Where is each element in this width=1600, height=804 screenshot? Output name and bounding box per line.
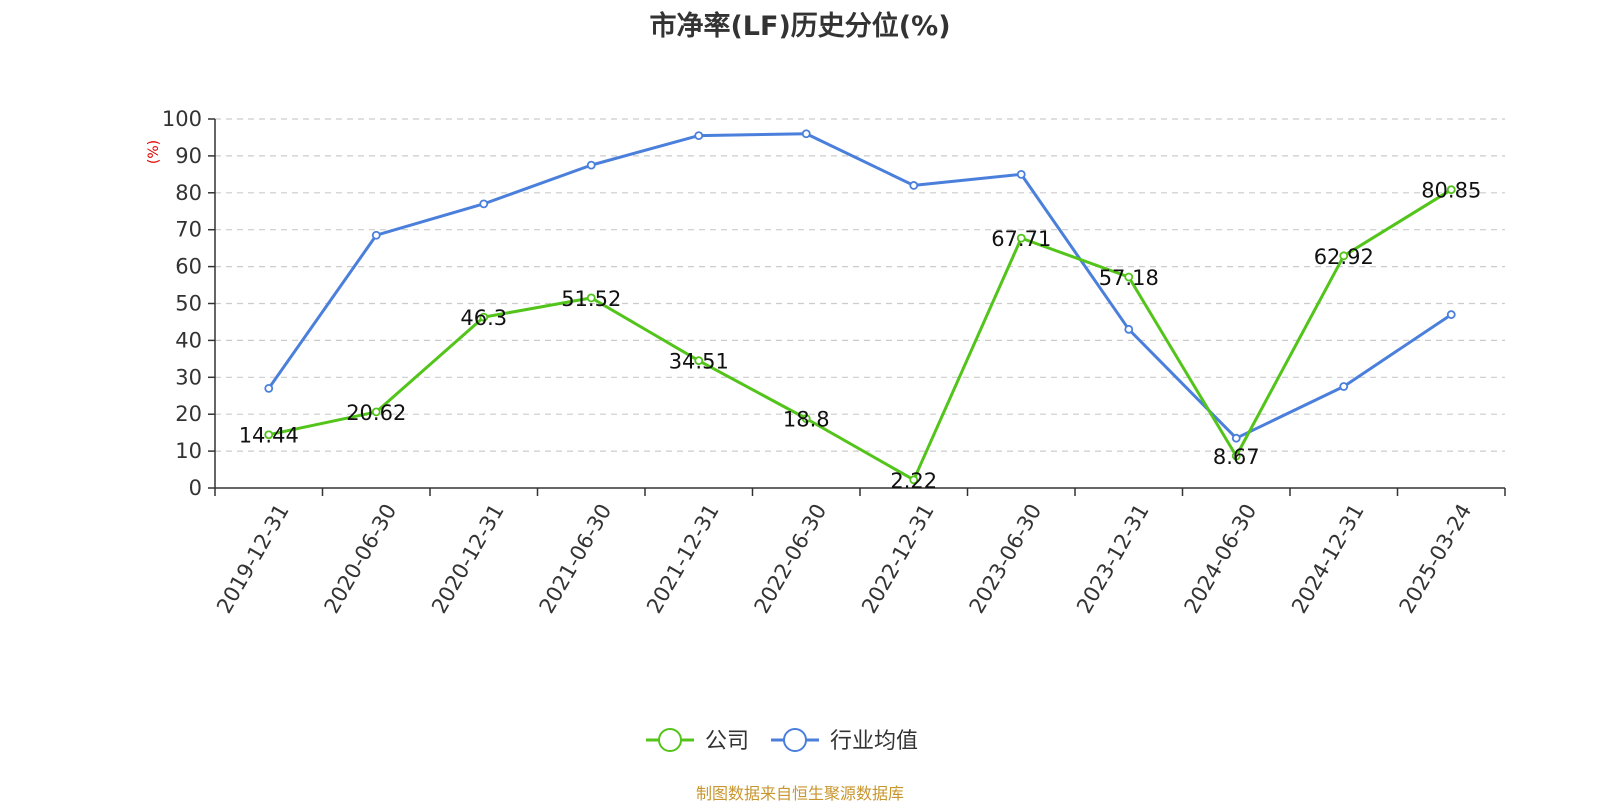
source-footer: 制图数据来自恒生聚源数据库 xyxy=(695,784,904,803)
y-tick-label: 20 xyxy=(175,402,202,426)
data-point xyxy=(479,312,489,322)
data-label: 18.8 xyxy=(783,408,830,432)
data-point xyxy=(694,131,704,141)
data-point xyxy=(1231,451,1241,461)
data-label: 20.62 xyxy=(346,401,406,425)
x-tick-label: 2021-06-30 xyxy=(535,500,617,618)
data-point xyxy=(1124,324,1134,334)
data-label: 57.18 xyxy=(1099,266,1159,290)
y-tick-label: 70 xyxy=(175,218,202,242)
data-label: 67.71 xyxy=(991,227,1051,251)
series-line xyxy=(267,132,1453,440)
data-label: 51.52 xyxy=(561,287,621,311)
data-point xyxy=(909,475,919,485)
data-point xyxy=(1446,310,1456,319)
data-point xyxy=(1446,185,1456,195)
y-axis-ticks: 0 10 20 30 40 50 60 70 80 90 100 xyxy=(162,107,215,500)
data-point xyxy=(1016,169,1026,179)
x-tick-label: 2024-06-30 xyxy=(1180,500,1262,618)
data-point xyxy=(1231,433,1241,443)
legend-item[interactable]: 行业均值 xyxy=(771,728,918,754)
data-point xyxy=(801,414,811,424)
x-tick-label: 2022-06-30 xyxy=(750,500,832,618)
data-label: 14.44 xyxy=(239,424,299,448)
x-tick-label: 2020-06-30 xyxy=(320,500,402,618)
data-label: 2.22 xyxy=(890,469,937,493)
data-label: 80.85 xyxy=(1421,179,1481,203)
x-tick-label: 2025-03-24 xyxy=(1395,500,1477,618)
x-tick-label: 2024-12-31 xyxy=(1287,500,1369,618)
data-label: 62.92 xyxy=(1314,245,1374,269)
y-tick-label: 30 xyxy=(175,365,202,389)
x-tick-label: 2019-12-31 xyxy=(212,500,294,618)
data-point xyxy=(1339,251,1349,261)
y-axis-unit: (%) xyxy=(146,140,162,164)
x-tick-label: 2023-06-30 xyxy=(965,500,1047,618)
legend-label: 公司 xyxy=(705,729,749,754)
data-point xyxy=(909,181,919,190)
y-tick-label: 0 xyxy=(189,476,202,500)
y-tick-label: 90 xyxy=(175,144,202,168)
y-tick-label: 80 xyxy=(175,181,202,205)
x-tick-label: 2020-12-31 xyxy=(427,500,509,618)
legend[interactable]: 公司 行业均值 xyxy=(646,728,918,754)
x-tick-label: 2023-12-31 xyxy=(1072,500,1154,618)
axes xyxy=(214,119,1505,489)
legend-circle-icon xyxy=(783,728,807,752)
data-point xyxy=(1124,272,1134,282)
data-point xyxy=(371,407,381,417)
y-tick-label: 40 xyxy=(175,328,202,352)
y-tick-label: 60 xyxy=(175,255,202,279)
data-point xyxy=(586,160,596,170)
data-point xyxy=(586,293,596,303)
y-tick-label: 100 xyxy=(162,107,202,131)
data-point xyxy=(1339,382,1349,391)
data-label: 46.3 xyxy=(460,306,507,330)
x-tick-label: 2021-12-31 xyxy=(642,500,724,618)
chart-title: 市净率(LF)历史分位(%) xyxy=(649,11,951,42)
series-line xyxy=(268,188,1453,482)
data-point xyxy=(371,230,381,240)
data-label: 8.67 xyxy=(1213,445,1260,469)
data-point xyxy=(694,356,704,366)
data-label: 34.51 xyxy=(669,350,729,374)
data-point xyxy=(264,430,274,440)
data-point xyxy=(1016,233,1026,243)
legend-item[interactable]: 公司 xyxy=(646,728,749,754)
series-lines xyxy=(264,129,1456,485)
y-tick-label: 10 xyxy=(175,439,202,463)
data-point xyxy=(801,129,811,139)
legend-label: 行业均值 xyxy=(830,729,918,754)
x-tick-label: 2022-12-31 xyxy=(857,500,939,618)
legend-circle-icon xyxy=(658,728,682,752)
y-tick-label: 50 xyxy=(175,292,202,316)
grid-lines xyxy=(215,118,1505,452)
data-point xyxy=(479,199,489,209)
x-axis-ticks: 2019-12-31 2020-06-30 2020-12-31 2021-06-30… xyxy=(212,488,1506,618)
data-point xyxy=(264,383,274,393)
data-labels: 14.44 20.62 46.3 51.52 34.51 18.8 2.22 67.71 57.… xyxy=(239,179,1482,493)
